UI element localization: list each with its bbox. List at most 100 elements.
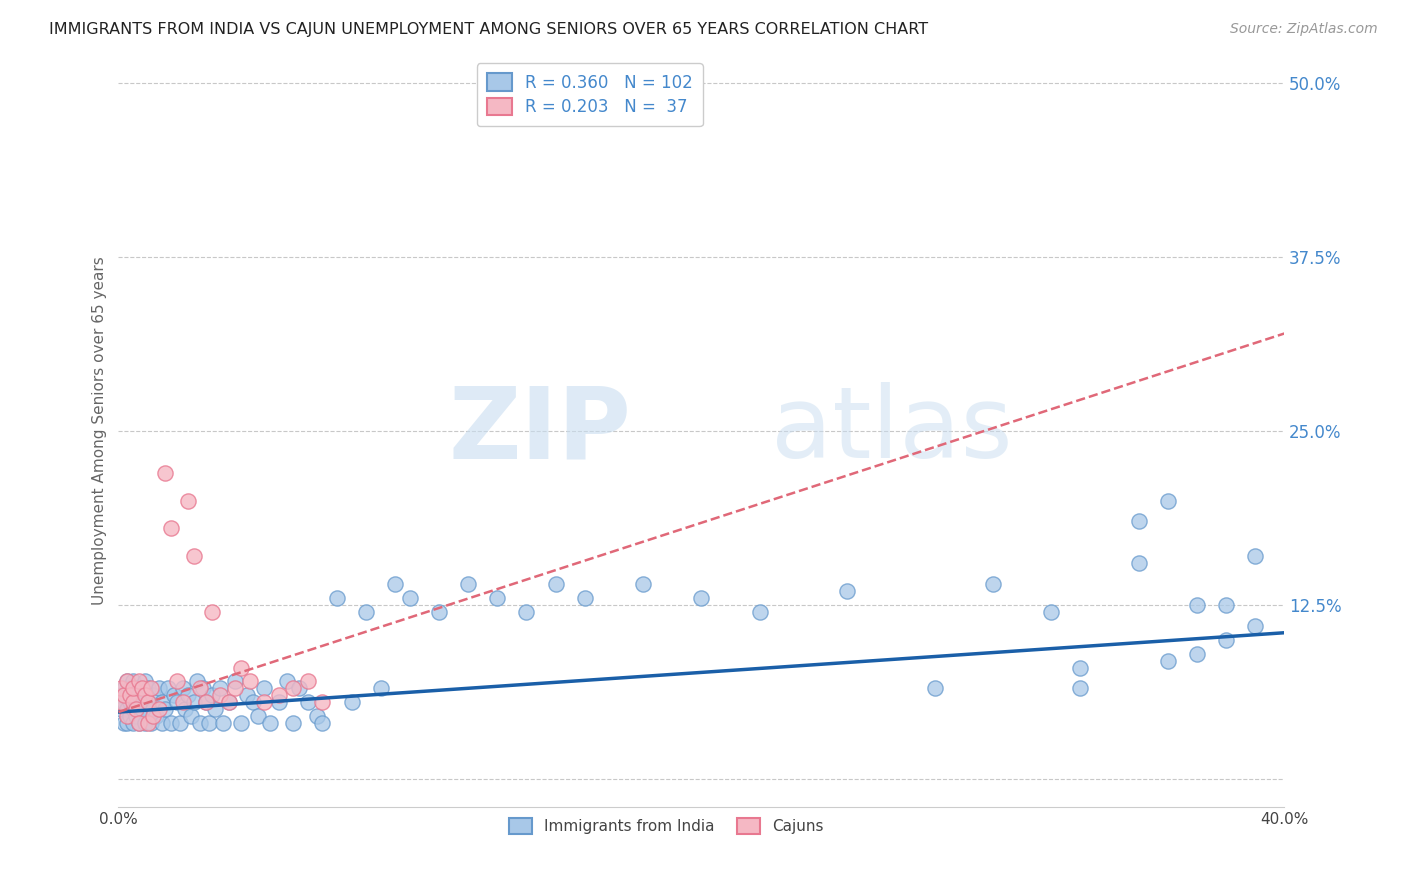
Point: [690, 591, 713, 605]
Point: [112, 681, 135, 696]
Point: [399, 591, 422, 605]
Point: [212, 716, 235, 731]
Point: [311, 695, 333, 709]
Point: [194, 695, 217, 709]
Point: [748, 605, 770, 619]
Point: [128, 716, 150, 731]
Point: [150, 716, 173, 731]
Point: [247, 709, 270, 723]
Point: [1215, 598, 1237, 612]
Point: [283, 681, 305, 696]
Point: [267, 689, 290, 703]
Point: [125, 709, 148, 723]
Point: [128, 674, 150, 689]
Point: [188, 716, 211, 731]
Point: [191, 681, 214, 696]
Point: [177, 493, 200, 508]
Point: [122, 681, 145, 696]
Point: [283, 716, 305, 731]
Point: [183, 695, 205, 709]
Point: [253, 695, 276, 709]
Point: [160, 716, 183, 731]
Point: [326, 591, 349, 605]
Point: [142, 689, 165, 703]
Point: [142, 702, 165, 716]
Text: IMMIGRANTS FROM INDIA VS CAJUN UNEMPLOYMENT AMONG SENIORS OVER 65 YEARS CORRELAT: IMMIGRANTS FROM INDIA VS CAJUN UNEMPLOYM…: [49, 22, 928, 37]
Point: [160, 521, 183, 535]
Point: [172, 681, 194, 696]
Y-axis label: Unemployment Among Seniors over 65 years: Unemployment Among Seniors over 65 years: [93, 257, 107, 606]
Point: [166, 674, 188, 689]
Point: [115, 709, 138, 723]
Point: [136, 716, 159, 731]
Point: [835, 584, 858, 599]
Point: [924, 681, 946, 696]
Point: [153, 466, 176, 480]
Point: [122, 674, 145, 689]
Point: [224, 681, 246, 696]
Point: [139, 716, 162, 731]
Point: [125, 681, 148, 696]
Point: [370, 681, 392, 696]
Point: [174, 702, 197, 716]
Point: [131, 702, 153, 716]
Point: [209, 681, 232, 696]
Point: [122, 702, 145, 716]
Point: [131, 681, 153, 696]
Point: [150, 695, 173, 709]
Point: [1069, 660, 1091, 674]
Point: [156, 681, 179, 696]
Point: [183, 549, 205, 564]
Point: [115, 716, 138, 731]
Point: [142, 709, 165, 723]
Point: [229, 716, 252, 731]
Point: [340, 695, 363, 709]
Point: [427, 605, 450, 619]
Point: [1185, 647, 1208, 661]
Point: [128, 689, 150, 703]
Point: [218, 695, 240, 709]
Point: [354, 605, 377, 619]
Point: [297, 695, 319, 709]
Point: [128, 716, 150, 731]
Point: [201, 605, 224, 619]
Point: [186, 674, 208, 689]
Point: [1157, 493, 1180, 508]
Point: [311, 716, 333, 731]
Point: [242, 695, 264, 709]
Point: [188, 681, 211, 696]
Point: [120, 689, 142, 703]
Point: [198, 716, 221, 731]
Point: [110, 695, 132, 709]
Point: [235, 689, 257, 703]
Point: [169, 716, 191, 731]
Point: [253, 681, 276, 696]
Point: [163, 689, 186, 703]
Point: [631, 577, 654, 591]
Point: [1157, 654, 1180, 668]
Point: [131, 681, 153, 696]
Point: [172, 695, 194, 709]
Point: [110, 681, 132, 696]
Point: [1128, 556, 1150, 570]
Legend: Immigrants from India, Cajuns: Immigrants from India, Cajuns: [503, 813, 830, 840]
Point: [201, 689, 224, 703]
Point: [153, 702, 176, 716]
Point: [134, 689, 156, 703]
Point: [115, 674, 138, 689]
Point: [120, 695, 142, 709]
Point: [136, 681, 159, 696]
Text: atlas: atlas: [772, 383, 1012, 479]
Point: [136, 695, 159, 709]
Point: [981, 577, 1004, 591]
Point: [297, 674, 319, 689]
Point: [148, 702, 170, 716]
Point: [122, 689, 145, 703]
Point: [166, 695, 188, 709]
Point: [209, 689, 232, 703]
Point: [1244, 619, 1267, 633]
Point: [112, 695, 135, 709]
Point: [120, 681, 142, 696]
Point: [1069, 681, 1091, 696]
Point: [120, 709, 142, 723]
